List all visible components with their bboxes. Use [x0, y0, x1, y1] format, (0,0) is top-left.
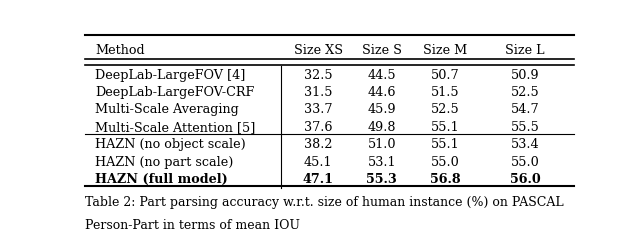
Text: 44.6: 44.6 — [367, 86, 396, 99]
Text: HAZN (no part scale): HAZN (no part scale) — [95, 155, 233, 168]
Text: 50.9: 50.9 — [511, 68, 540, 81]
Text: HAZN (full model): HAZN (full model) — [95, 172, 228, 185]
Text: 31.5: 31.5 — [304, 86, 332, 99]
Text: Size XS: Size XS — [294, 44, 342, 57]
Text: 53.1: 53.1 — [367, 155, 396, 168]
Text: Method: Method — [95, 44, 145, 57]
Text: 52.5: 52.5 — [511, 86, 540, 99]
Text: 56.8: 56.8 — [429, 172, 460, 185]
Text: DeepLab-LargeFOV [4]: DeepLab-LargeFOV [4] — [95, 68, 245, 81]
Text: 37.6: 37.6 — [304, 120, 332, 133]
Text: 55.0: 55.0 — [431, 155, 460, 168]
Text: Size L: Size L — [506, 44, 545, 57]
Text: 55.5: 55.5 — [511, 120, 540, 133]
Text: Multi-Scale Attention [5]: Multi-Scale Attention [5] — [95, 120, 255, 133]
Text: DeepLab-LargeFOV-CRF: DeepLab-LargeFOV-CRF — [95, 86, 254, 99]
Text: 56.0: 56.0 — [510, 172, 541, 185]
Text: 51.5: 51.5 — [431, 86, 460, 99]
Text: Size S: Size S — [362, 44, 402, 57]
Text: 44.5: 44.5 — [367, 68, 396, 81]
Text: 52.5: 52.5 — [431, 103, 460, 116]
Text: 38.2: 38.2 — [304, 138, 332, 150]
Text: HAZN (no object scale): HAZN (no object scale) — [95, 138, 246, 150]
Text: 49.8: 49.8 — [367, 120, 396, 133]
Text: 55.1: 55.1 — [431, 138, 460, 150]
Text: 51.0: 51.0 — [367, 138, 396, 150]
Text: 33.7: 33.7 — [304, 103, 332, 116]
Text: 45.9: 45.9 — [367, 103, 396, 116]
Text: 55.1: 55.1 — [431, 120, 460, 133]
Text: 53.4: 53.4 — [511, 138, 540, 150]
Text: Size M: Size M — [423, 44, 467, 57]
Text: Person-Part in terms of mean IOU: Person-Part in terms of mean IOU — [85, 218, 300, 229]
Text: 32.5: 32.5 — [304, 68, 332, 81]
Text: Multi-Scale Averaging: Multi-Scale Averaging — [95, 103, 239, 116]
Text: 55.3: 55.3 — [367, 172, 397, 185]
Text: 47.1: 47.1 — [303, 172, 333, 185]
Text: 55.0: 55.0 — [511, 155, 540, 168]
Text: 45.1: 45.1 — [304, 155, 332, 168]
Text: 54.7: 54.7 — [511, 103, 540, 116]
Text: Table 2: Part parsing accuracy w.r.t. size of human instance (%) on PASCAL: Table 2: Part parsing accuracy w.r.t. si… — [85, 196, 564, 208]
Text: 50.7: 50.7 — [431, 68, 460, 81]
